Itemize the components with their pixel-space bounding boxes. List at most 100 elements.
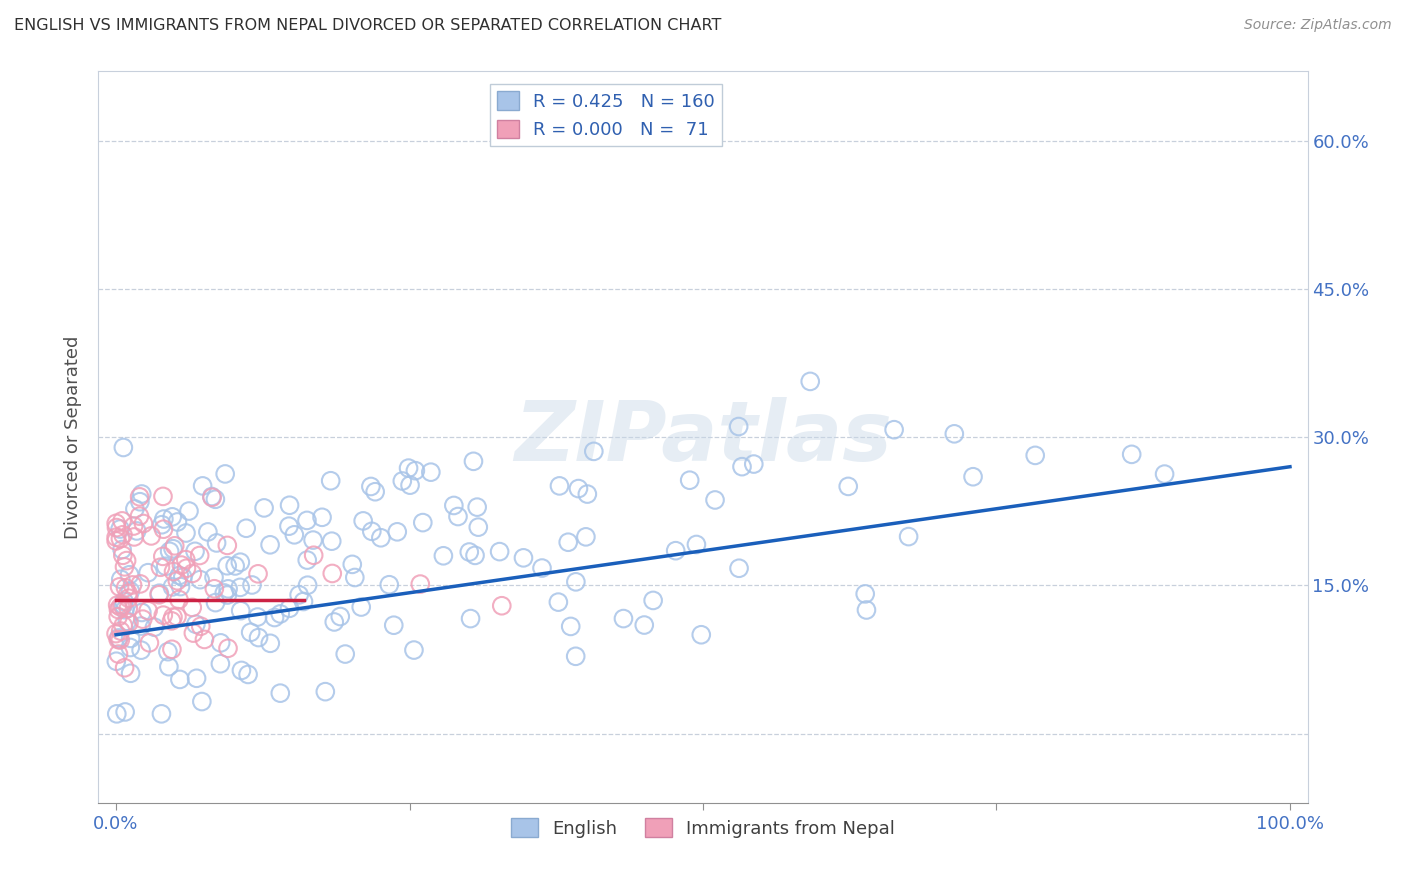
Point xyxy=(125,524,148,538)
Point xyxy=(111,599,134,613)
Point xyxy=(463,454,485,468)
Point xyxy=(107,647,129,661)
Point xyxy=(131,487,153,501)
Point xyxy=(114,705,136,719)
Point xyxy=(117,601,139,615)
Point xyxy=(247,631,270,645)
Point xyxy=(112,594,135,608)
Point xyxy=(239,625,262,640)
Point xyxy=(128,490,150,504)
Point xyxy=(531,561,554,575)
Point xyxy=(209,657,232,671)
Point xyxy=(110,572,132,586)
Point xyxy=(204,596,226,610)
Point xyxy=(120,584,142,599)
Point xyxy=(160,642,183,657)
Point xyxy=(129,577,152,591)
Point xyxy=(321,566,343,581)
Point xyxy=(235,521,257,535)
Point xyxy=(259,636,281,650)
Point xyxy=(115,553,138,567)
Point xyxy=(728,561,751,575)
Point xyxy=(382,618,405,632)
Point xyxy=(169,580,191,594)
Point xyxy=(107,631,129,645)
Point xyxy=(214,586,236,600)
Point xyxy=(108,522,131,536)
Point xyxy=(201,490,224,504)
Point xyxy=(404,464,426,478)
Point xyxy=(214,467,236,481)
Point xyxy=(283,528,305,542)
Point xyxy=(278,519,301,533)
Point xyxy=(172,570,194,584)
Point xyxy=(443,499,465,513)
Point xyxy=(166,515,188,529)
Point xyxy=(177,504,200,518)
Point xyxy=(114,602,136,616)
Point xyxy=(962,469,984,483)
Point xyxy=(295,513,318,527)
Point xyxy=(229,555,252,569)
Point xyxy=(391,474,413,488)
Point xyxy=(105,626,128,640)
Point xyxy=(217,582,239,596)
Point xyxy=(855,603,877,617)
Point xyxy=(704,493,727,508)
Point xyxy=(132,516,155,531)
Point xyxy=(360,479,382,493)
Point xyxy=(152,549,174,564)
Point xyxy=(167,568,190,582)
Point xyxy=(167,592,190,607)
Point xyxy=(311,510,333,524)
Point xyxy=(114,581,136,595)
Text: Source: ZipAtlas.com: Source: ZipAtlas.com xyxy=(1244,18,1392,32)
Point xyxy=(112,598,135,612)
Point xyxy=(612,611,634,625)
Text: ZIPatlas: ZIPatlas xyxy=(515,397,891,477)
Point xyxy=(128,509,150,524)
Point xyxy=(202,570,225,584)
Point xyxy=(152,522,174,536)
Point xyxy=(110,599,132,614)
Point xyxy=(107,602,129,616)
Point xyxy=(122,519,145,533)
Point xyxy=(136,604,159,618)
Point xyxy=(162,541,184,556)
Point xyxy=(665,543,688,558)
Point xyxy=(853,587,876,601)
Point xyxy=(163,539,186,553)
Point xyxy=(118,567,141,582)
Point xyxy=(217,558,239,573)
Point xyxy=(269,607,291,621)
Point xyxy=(117,586,139,600)
Point xyxy=(319,474,342,488)
Point xyxy=(191,479,214,493)
Point xyxy=(432,549,454,563)
Point xyxy=(643,593,665,607)
Point xyxy=(278,601,301,615)
Point xyxy=(111,527,134,541)
Point xyxy=(136,566,159,580)
Point xyxy=(150,706,173,721)
Point xyxy=(190,619,212,633)
Point xyxy=(105,516,128,531)
Point xyxy=(193,632,215,647)
Point xyxy=(1153,467,1175,481)
Point xyxy=(229,604,252,618)
Point xyxy=(117,615,139,629)
Point xyxy=(184,544,207,558)
Point xyxy=(491,599,513,613)
Point xyxy=(132,612,155,626)
Point xyxy=(148,586,170,600)
Point xyxy=(288,588,311,602)
Point xyxy=(224,558,246,573)
Point xyxy=(253,500,276,515)
Point xyxy=(111,549,134,563)
Point xyxy=(409,577,432,591)
Point xyxy=(162,580,184,594)
Point xyxy=(883,423,905,437)
Point xyxy=(387,524,409,539)
Point xyxy=(364,484,387,499)
Legend: English, Immigrants from Nepal: English, Immigrants from Nepal xyxy=(503,811,903,845)
